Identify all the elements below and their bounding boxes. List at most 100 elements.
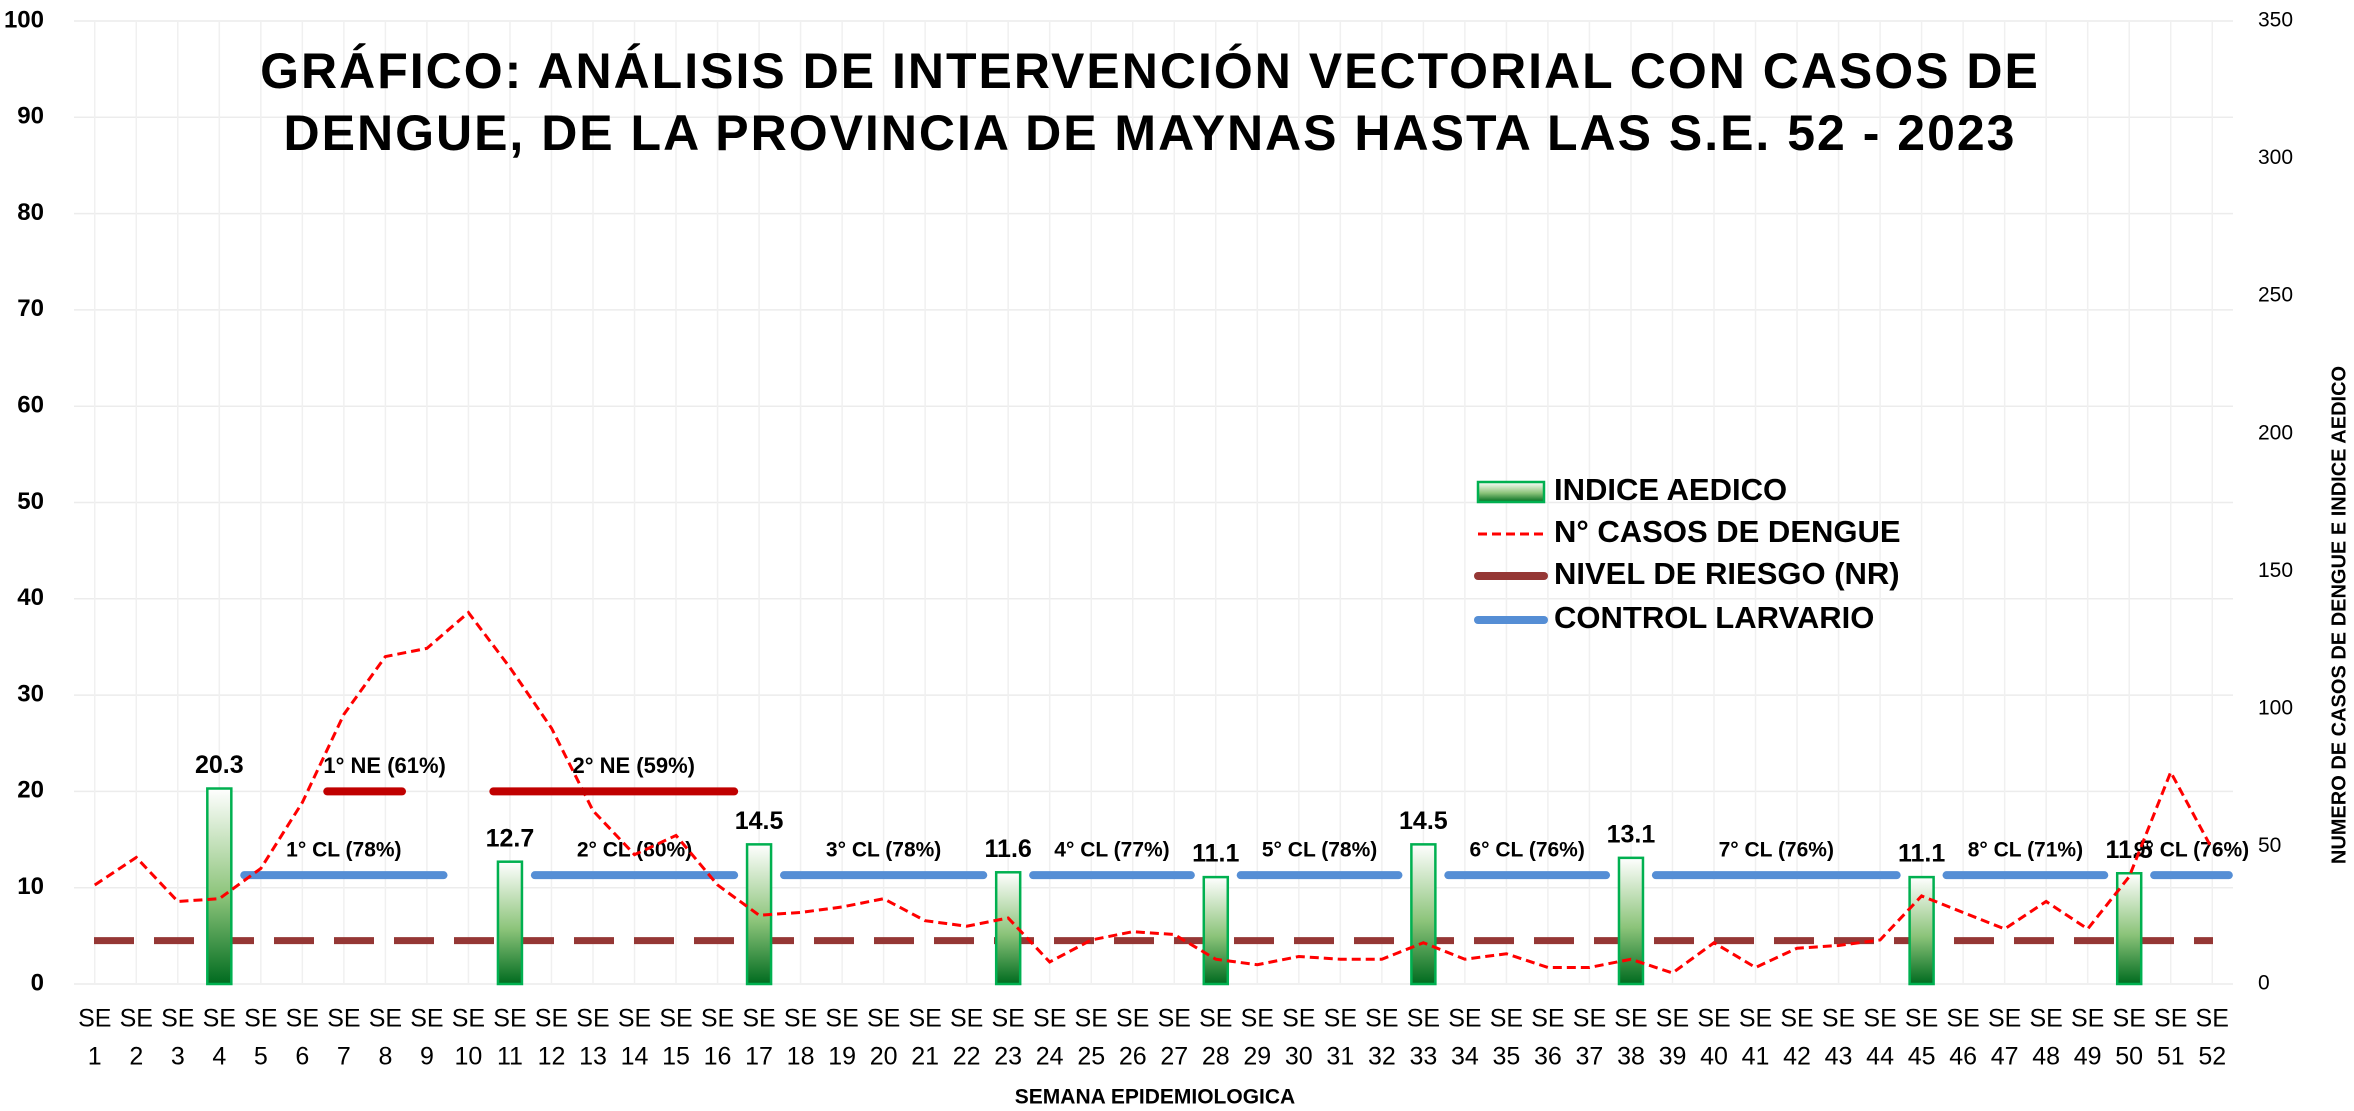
bar-value-label: 11.5 [2106, 836, 2153, 864]
bar-value-label: 12.7 [486, 824, 535, 852]
x-tick-prefix: SE [203, 1005, 236, 1033]
y-tick-label: 50 [17, 488, 44, 515]
x-tick-label: 39 [1659, 1043, 1687, 1071]
x-tick-prefix: SE [1241, 1005, 1274, 1033]
x-tick-prefix: SE [867, 1005, 900, 1033]
x-tick-label: 14 [621, 1043, 649, 1071]
y-tick-label: 80 [17, 199, 44, 226]
x-tick-label: 31 [1326, 1043, 1354, 1071]
bar-value-label: 13.1 [1607, 820, 1656, 848]
x-tick-label: 33 [1409, 1043, 1437, 1071]
x-tick-prefix: SE [369, 1005, 402, 1033]
x-tick-prefix: SE [2029, 1005, 2062, 1033]
x-tick-label: 40 [1700, 1043, 1728, 1071]
bar-value-label: 11.1 [1898, 840, 1945, 868]
x-tick-label: 16 [704, 1043, 732, 1071]
chart-title: GRÁFICO: ANÁLISIS DE INTERVENCIÓN VECTOR… [260, 43, 2040, 99]
segment-label: 5° CL (78%) [1262, 839, 1377, 862]
x-tick-label: 10 [455, 1043, 483, 1071]
x-tick-prefix: SE [161, 1005, 194, 1033]
x-tick-prefix: SE [1324, 1005, 1357, 1033]
x-tick-label: 1 [88, 1043, 102, 1071]
x-tick-prefix: SE [1116, 1005, 1149, 1033]
x-tick-label: 43 [1825, 1043, 1853, 1071]
bar-value-label: 14.5 [735, 807, 784, 835]
x-tick-label: 5 [254, 1043, 268, 1071]
x-tick-label: 49 [2074, 1043, 2102, 1071]
x-tick-prefix: SE [1573, 1005, 1606, 1033]
x-tick-prefix: SE [1282, 1005, 1315, 1033]
x-tick-label: 20 [870, 1043, 898, 1071]
x-tick-prefix: SE [1697, 1005, 1730, 1033]
x-tick-prefix: SE [1822, 1005, 1855, 1033]
x-tick-label: 15 [662, 1043, 690, 1071]
x-tick-prefix: SE [1075, 1005, 1108, 1033]
x-tick-label: 12 [538, 1043, 566, 1071]
y-tick-label: 0 [31, 969, 44, 996]
y2-tick-label: 100 [2258, 696, 2293, 719]
y2-tick-label: 200 [2258, 421, 2293, 444]
y-tick-label: 10 [17, 873, 44, 900]
segment-label: 8° CL (71%) [1968, 839, 2083, 862]
x-tick-prefix: SE [535, 1005, 568, 1033]
x-tick-label: 46 [1949, 1043, 1977, 1071]
x-tick-label: 2 [129, 1043, 143, 1071]
segment-label: 4° CL (77%) [1054, 839, 1169, 862]
x-tick-label: 8 [378, 1043, 392, 1071]
bar [1617, 856, 1645, 986]
x-tick-label: 11 [497, 1043, 523, 1071]
segment-label: 7° CL (76%) [1719, 839, 1834, 862]
x-tick-prefix: SE [1365, 1005, 1398, 1033]
x-tick-prefix: SE [1448, 1005, 1481, 1033]
bar [496, 860, 524, 986]
y2-tick-label: 50 [2258, 834, 2281, 857]
x-tick-prefix: SE [327, 1005, 360, 1033]
x-tick-prefix: SE [576, 1005, 609, 1033]
x-tick-label: 29 [1243, 1043, 1271, 1071]
x-tick-prefix: SE [1033, 1005, 1066, 1033]
x-tick-label: 50 [2115, 1043, 2143, 1071]
x-tick-label: 4 [212, 1043, 226, 1071]
x-tick-prefix: SE [452, 1005, 485, 1033]
x-tick-label: 32 [1368, 1043, 1396, 1071]
x-tick-prefix: SE [410, 1005, 443, 1033]
x-tick-prefix: SE [1656, 1005, 1689, 1033]
y-tick-label: 40 [17, 584, 44, 611]
x-tick-label: 17 [745, 1043, 773, 1071]
bar [1908, 875, 1935, 986]
x-tick-prefix: SE [1739, 1005, 1772, 1033]
x-tick-label: 26 [1119, 1043, 1147, 1071]
y2-tick-label: 0 [2258, 972, 2270, 995]
x-tick-label: 44 [1866, 1043, 1894, 1071]
x-tick-label: 51 [2157, 1043, 2185, 1071]
x-tick-prefix: SE [2071, 1005, 2104, 1033]
y2-tick-label: 250 [2258, 284, 2293, 307]
bar-value-label: 20.3 [195, 751, 244, 779]
x-tick-prefix: SE [244, 1005, 277, 1033]
x-tick-label: 3 [171, 1043, 185, 1071]
x-tick-label: 27 [1160, 1043, 1188, 1071]
legend-label: NIVEL DE RIESGO (NR) [1554, 556, 1900, 591]
bar [994, 871, 1022, 986]
x-tick-prefix: SE [1614, 1005, 1647, 1033]
x-tick-label: 23 [994, 1043, 1022, 1071]
bar-value-label: 14.5 [1399, 807, 1448, 835]
y-tick-label: 90 [17, 103, 44, 130]
x-tick-prefix: SE [950, 1005, 983, 1033]
bar [1410, 843, 1437, 986]
x-tick-label: 9 [420, 1043, 434, 1071]
x-tick-label: 28 [1202, 1043, 1230, 1071]
y2-tick-label: 350 [2258, 9, 2293, 32]
x-tick-prefix: SE [2113, 1005, 2146, 1033]
segment-label: 3° CL (78%) [826, 839, 941, 862]
bar [1202, 875, 1230, 986]
x-tick-label: 47 [1991, 1043, 2019, 1071]
x-tick-label: 30 [1285, 1043, 1313, 1071]
x-tick-prefix: SE [825, 1005, 858, 1033]
y-tick-label: 100 [4, 6, 44, 33]
x-tick-prefix: SE [659, 1005, 692, 1033]
x-tick-prefix: SE [1490, 1005, 1523, 1033]
y-tick-label: 30 [17, 680, 44, 707]
y-tick-label: 60 [17, 392, 44, 419]
